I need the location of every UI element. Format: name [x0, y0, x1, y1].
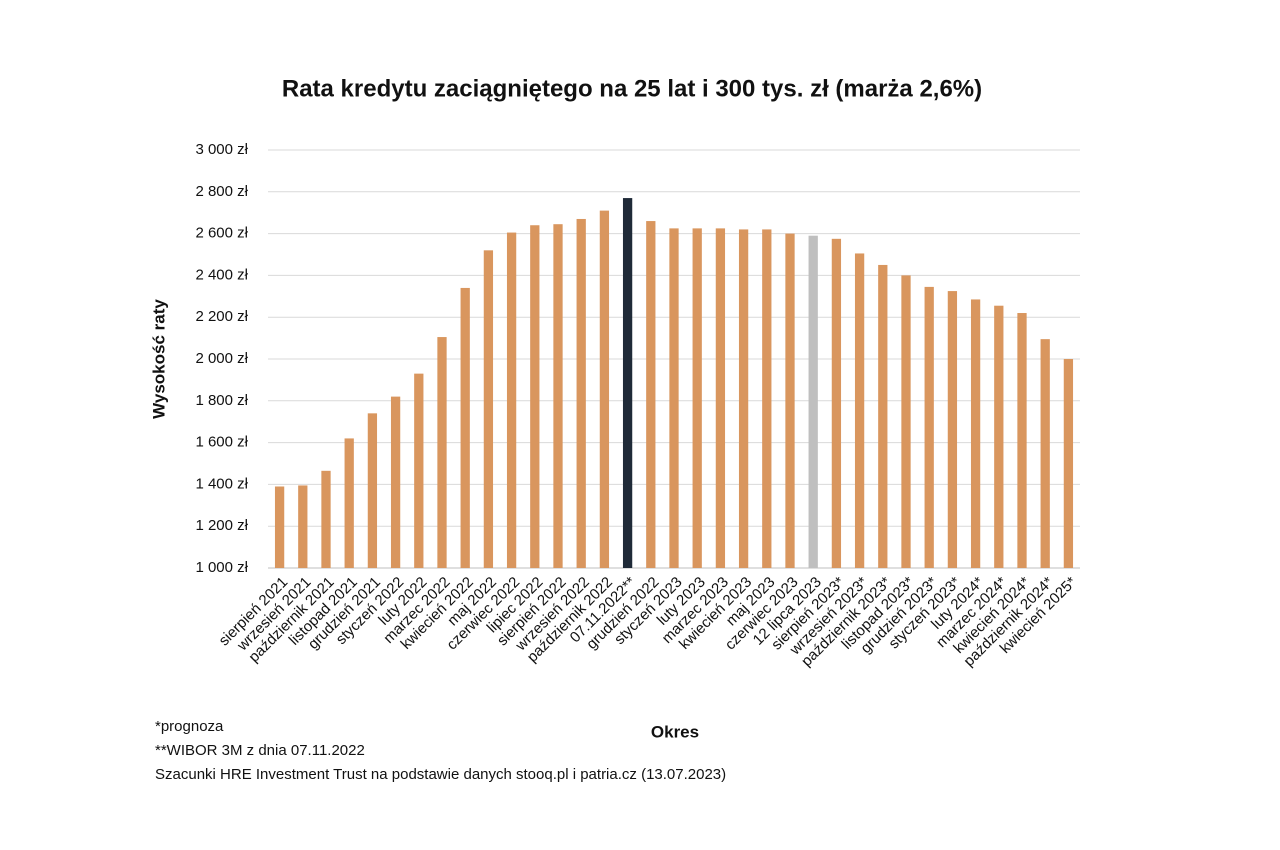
footnote: **WIBOR 3M z dnia 07.11.2022 [155, 742, 365, 759]
bar [785, 233, 795, 568]
bar [854, 253, 865, 568]
bar [321, 470, 331, 568]
y-tick-label: 2 400 zł [195, 266, 248, 283]
bar [831, 238, 842, 568]
bar [994, 305, 1004, 568]
footnote: *prognoza [155, 718, 224, 735]
bar [530, 225, 540, 569]
bar [344, 438, 354, 568]
y-tick-label: 1 400 zł [195, 475, 248, 492]
bar [1017, 313, 1027, 568]
y-tick-label: 2 000 zł [195, 350, 248, 367]
bar [738, 229, 749, 569]
bar [808, 235, 818, 568]
bar [576, 218, 586, 568]
bar [390, 396, 401, 568]
chart-title: Rata kredytu zaciągniętego na 25 lat i 3… [282, 75, 982, 102]
y-axis-title: Wysokość raty [149, 299, 168, 419]
bar [970, 299, 981, 568]
y-tick-label: 2 200 zł [195, 308, 248, 325]
bar [437, 337, 447, 568]
bar [274, 486, 285, 568]
y-tick-label: 1 000 zł [195, 559, 248, 576]
y-tick-label: 2 800 zł [195, 183, 248, 200]
y-tick-label: 3 000 zł [195, 141, 248, 158]
bar [483, 250, 494, 568]
bar [553, 224, 563, 568]
y-tick-label: 1 800 zł [195, 392, 248, 409]
bar [901, 275, 911, 568]
bar [599, 210, 610, 569]
y-tick-label: 1 200 zł [195, 517, 248, 534]
y-tick-label: 2 600 zł [195, 225, 248, 242]
bar [622, 198, 633, 568]
bar [947, 291, 958, 568]
bar [669, 228, 679, 568]
bar [878, 264, 888, 568]
bar [1063, 359, 1074, 568]
bar [298, 485, 308, 568]
bar [367, 413, 378, 568]
bar [460, 287, 470, 568]
bar [715, 228, 726, 568]
bar [762, 229, 772, 569]
footnote: Szacunki HRE Investment Trust na podstaw… [155, 766, 726, 783]
y-tick-label: 1 600 zł [195, 434, 248, 451]
bar [646, 221, 656, 568]
bar [506, 232, 517, 568]
x-axis-title: Okres [651, 722, 699, 741]
bar [414, 373, 424, 568]
bar [924, 286, 934, 568]
bar [692, 228, 702, 568]
bar [1040, 339, 1050, 568]
